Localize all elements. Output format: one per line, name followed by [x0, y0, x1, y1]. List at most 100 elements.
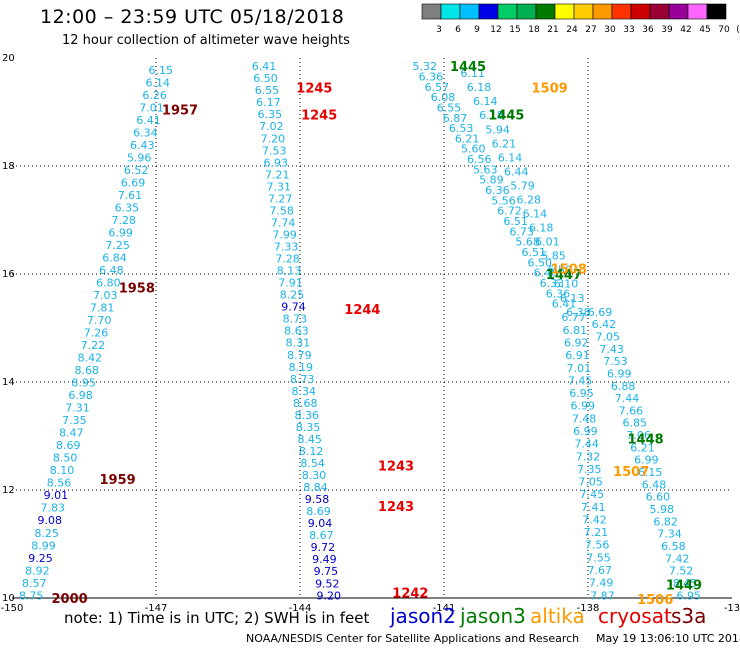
- credit-line: NOAA/NESDIS Center for Satellite Applica…: [246, 632, 580, 645]
- wave-height-value: 5.79: [510, 179, 535, 192]
- pass-time-label: 1507: [613, 465, 649, 480]
- latitude-tick-label: 14: [2, 377, 15, 388]
- longitude-tick-label: -150: [1, 603, 24, 614]
- wave-height-value: 8.10: [50, 464, 75, 477]
- wave-height-value: 8.12: [299, 445, 324, 458]
- color-scale-swatch: [649, 3, 670, 20]
- wave-height-value: 6.95: [569, 387, 594, 400]
- pass-time-label: 1244: [344, 303, 380, 318]
- wave-height-value: 7.20: [261, 132, 286, 145]
- pass-time-label: 1509: [532, 82, 568, 97]
- map-grid: [12, 58, 732, 599]
- pass-time-label: 1245: [301, 109, 337, 124]
- wave-height-value: 8.73: [290, 373, 315, 386]
- wave-height-value: 6.50: [548, 264, 573, 277]
- wave-height-value: 7.45: [568, 374, 593, 387]
- pass-time-label: 1243: [378, 500, 414, 515]
- wave-height-value: 5.56: [491, 194, 516, 207]
- satellite-legend-s3a: s3a: [671, 604, 707, 628]
- wave-height-value: 9.58: [305, 493, 330, 506]
- wave-height-value: 7.28: [112, 214, 137, 227]
- color-scale-label: 27: [585, 25, 596, 35]
- color-scale-swatch: [687, 3, 708, 20]
- wave-height-value: 7.32: [576, 450, 601, 463]
- wave-height-value: 7.31: [266, 180, 291, 193]
- color-scale-label: 9: [474, 25, 480, 35]
- color-scale-swatch: [592, 3, 613, 20]
- pass-time-label: 1958: [119, 282, 155, 297]
- color-scale-label: 33: [623, 25, 634, 35]
- wave-height-value: 5.63: [473, 163, 498, 176]
- wave-height-value: 7.21: [584, 526, 609, 539]
- wave-height-value: 6.10: [554, 278, 579, 291]
- color-scale-label: 39: [661, 25, 673, 35]
- pass-time-label: 1448: [628, 433, 664, 448]
- wave-height-value: 7.01: [139, 101, 164, 114]
- wave-height-value: 6.26: [142, 89, 167, 102]
- wave-height-value: 6.50: [528, 256, 553, 269]
- wave-height-value: 8.75: [19, 589, 44, 602]
- wave-height-value: 6.36: [485, 184, 510, 197]
- wave-height-value: 6.84: [102, 252, 127, 265]
- latitude-tick-label: 20: [2, 53, 15, 64]
- wave-height-value: 8.45: [297, 433, 322, 446]
- color-scale-swatch: [497, 3, 518, 20]
- wave-height-value: 6.35: [258, 108, 283, 121]
- wave-height-value: 7.61: [118, 189, 143, 202]
- wave-height-value: 6.99: [634, 454, 659, 467]
- wave-height-value: 7.34: [657, 528, 682, 541]
- wave-height-value: 7.66: [619, 404, 644, 417]
- wave-height-value: 7.44: [615, 392, 640, 405]
- wave-height-value: 9.52: [315, 577, 340, 590]
- wave-height-value: 8.47: [59, 427, 84, 440]
- wave-height-value: 6.18: [529, 222, 554, 235]
- wave-height-value: 6.40: [534, 267, 559, 280]
- wave-height-value: 6.21: [630, 441, 655, 454]
- wave-height-value: 6.43: [130, 139, 155, 152]
- pass-time-label: 1959: [100, 473, 136, 488]
- chart-title: 12:00 – 23:59 UTC 05/18/2018: [40, 6, 345, 28]
- wave-height-value: 8.56: [47, 477, 72, 490]
- wave-height-value: 8.45: [673, 577, 698, 590]
- wave-height-value: 6.69: [121, 176, 146, 189]
- wave-height-value: 8.54: [300, 457, 325, 470]
- wave-height-value: 8.34: [292, 385, 317, 398]
- wave-height-value: 8.25: [34, 527, 59, 540]
- footer-note: note: 1) Time is in UTC; 2) SWH is in fe…: [64, 609, 370, 627]
- wave-height-value: 8.67: [309, 529, 334, 542]
- wave-height-value: 6.81: [563, 324, 588, 337]
- wave-height-value: 6.17: [256, 96, 281, 109]
- wave-height-value: 9.74: [281, 301, 306, 314]
- wave-height-value: 7.45: [580, 488, 605, 501]
- wave-height-value: 6.88: [611, 380, 636, 393]
- wave-height-value: 7.53: [603, 355, 628, 368]
- pass-time-label: 1447: [546, 268, 582, 283]
- pass-time-label: 1508: [551, 263, 587, 278]
- wave-height-value: 6.33: [540, 277, 565, 290]
- wave-height-value: 6.34: [133, 126, 158, 139]
- wave-height-value: 6.51: [503, 215, 528, 228]
- wave-height-value: 7.67: [588, 564, 613, 577]
- generation-timestamp: May 19 13:06:10 UTC 2018: [596, 632, 740, 645]
- wave-height-value: 6.55: [437, 101, 462, 114]
- wave-height-value: 7.06: [626, 429, 651, 442]
- wave-height-value: 6.38: [566, 306, 591, 319]
- wave-height-value: 6.11: [461, 67, 486, 80]
- longitude-tick-label: -147: [145, 603, 168, 614]
- color-scale-label: 12: [490, 25, 501, 35]
- wave-height-value: 6.41: [552, 298, 577, 311]
- wave-height-value: 6.15: [149, 64, 174, 77]
- longitude-tick-label: -13: [724, 603, 740, 614]
- wave-height-value: 8.99: [31, 539, 56, 552]
- wave-height-value: 6.87: [443, 112, 468, 125]
- pass-time-label: 1245: [296, 82, 332, 97]
- wave-height-value: 6.99: [573, 425, 598, 438]
- wave-height-value: 6.50: [253, 72, 278, 85]
- wave-height-value: 6.52: [124, 164, 149, 177]
- color-scale-swatch: [611, 3, 632, 20]
- wave-height-value: 8.57: [22, 577, 47, 590]
- color-scale-swatch: [554, 3, 575, 20]
- satellite-legend-altika: altika: [530, 604, 585, 628]
